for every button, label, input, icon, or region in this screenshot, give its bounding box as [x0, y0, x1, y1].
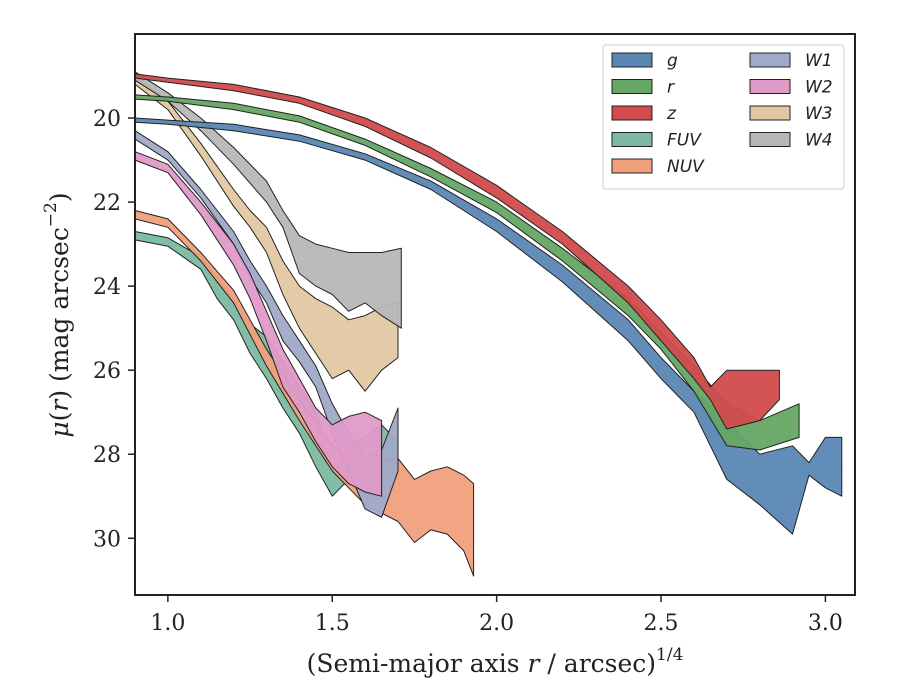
y-tick-label: 20 — [93, 107, 121, 132]
legend-swatch-g — [611, 52, 653, 68]
series-band-z — [134, 73, 780, 430]
x-axis-ticks: 1.0 1.5 2.0 2.5 3.0 — [150, 595, 843, 636]
legend-swatch-w4 — [749, 132, 791, 147]
series-areas — [134, 71, 843, 577]
legend-label-w1: W1 — [805, 51, 833, 71]
legend-label-fuv: FUV — [667, 131, 702, 151]
y-axis-ticks: 20 22 24 26 28 30 — [93, 107, 135, 552]
legend-swatch-w3 — [749, 105, 791, 121]
y-tick-label: 30 — [93, 527, 121, 552]
legend-label-nuv: NUV — [667, 157, 705, 177]
x-axis-label: (Semi-major axis r / arcsec)1/4 — [307, 645, 684, 678]
legend-swatch-nuv — [611, 158, 653, 174]
y-tick-label: 26 — [93, 359, 121, 384]
legend-label-r: r — [667, 78, 675, 98]
y-tick-label: 22 — [93, 191, 121, 216]
x-tick-label: 3.0 — [808, 611, 843, 636]
x-tick-label: 1.5 — [315, 611, 350, 636]
series-band-g — [134, 117, 843, 535]
x-tick-label: 1.0 — [150, 611, 185, 636]
legend-label-w2: W2 — [805, 78, 833, 98]
series-band-w3 — [134, 75, 399, 392]
series-band-w2 — [134, 151, 383, 497]
legend-label-w3: W3 — [805, 104, 833, 124]
x-tick-label: 2.0 — [479, 611, 514, 636]
legend-swatch-w2 — [749, 79, 791, 94]
x-tick-label: 2.5 — [644, 611, 679, 636]
legend-swatch-z — [611, 105, 653, 121]
y-axis-label: μ(r) (mag arcsec−2) — [41, 192, 74, 437]
legend-swatch-w1 — [749, 52, 791, 68]
legend-label-w4: W4 — [805, 131, 833, 151]
y-tick-label: 28 — [93, 443, 121, 468]
legend-label-z: z — [666, 104, 677, 124]
legend-swatch-r — [611, 79, 653, 94]
legend-swatch-fuv — [611, 132, 653, 147]
plot-frame — [134, 33, 856, 596]
y-tick-label: 24 — [93, 275, 121, 300]
legend-label-g: g — [667, 51, 678, 71]
legend: grz FUV NUV W1 W2 W3 W4 — [602, 44, 845, 190]
series-band-w4 — [134, 71, 402, 329]
